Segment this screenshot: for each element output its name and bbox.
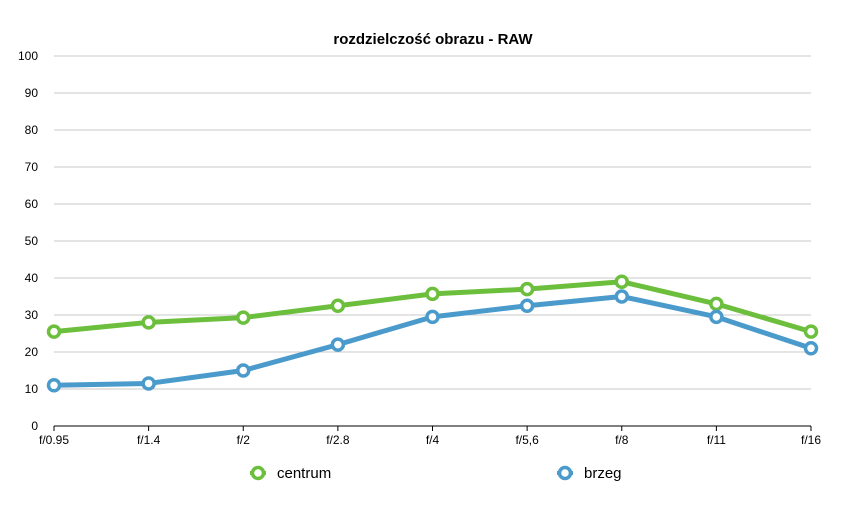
data-point-brzeg [614,289,629,304]
legend-item-centrum: centrum [250,465,331,482]
data-point-centrum [709,296,724,312]
y-tick-label: 0 [31,419,38,433]
data-point-centrum [519,281,535,297]
data-point-brzeg [141,376,156,391]
y-tick-label: 60 [25,197,39,211]
gridlines [54,55,811,390]
data-point-centrum [46,324,62,339]
x-tick-label: f/0.95 [39,433,69,447]
y-tick-label: 20 [25,345,39,359]
data-point-brzeg [236,363,251,378]
y-tick-label: 50 [25,234,39,248]
data-point-brzeg [709,309,724,325]
y-tick-label: 40 [25,271,39,285]
x-tick-label: f/16 [801,433,821,447]
x-tick-label: f/1.4 [137,433,161,447]
data-point-centrum [236,310,251,325]
x-axis-ticks: f/0.95 f/1.4 f/2 f/2.8 f/4 f/5,6 f/8 f/11 f/16 [39,426,821,447]
data-point-brzeg [425,309,440,325]
data-point-brzeg [519,298,535,313]
x-tick-label: f/2.8 [326,433,350,447]
data-point-centrum [425,286,440,302]
legend: centrum brzeg [250,465,622,482]
x-tick-label: f/8 [615,433,629,447]
data-point-brzeg [46,378,62,393]
data-point-centrum [141,315,156,330]
y-axis-ticks: 0 10 20 30 40 50 60 70 80 90 100 [18,49,38,433]
x-tick-label: f/5,6 [515,433,539,447]
data-point-brzeg [330,337,346,352]
chart-title: rozdzielczość obrazu - RAW [333,31,533,48]
legend-label: centrum [277,465,331,482]
y-tick-label: 100 [18,49,38,63]
legend-item-brzeg: brzeg [557,465,622,482]
x-tick-label: f/2 [237,433,251,447]
y-tick-label: 80 [25,123,39,137]
data-point-centrum [803,324,819,339]
x-tick-label: f/11 [707,433,726,447]
data-point-centrum [330,298,346,313]
series-centrum [46,274,819,339]
y-tick-label: 10 [25,382,39,396]
y-tick-label: 70 [25,160,39,174]
legend-swatch-marker [557,465,573,481]
y-tick-label: 90 [25,86,39,100]
series-brzeg [46,289,819,393]
legend-swatch-marker [250,465,266,481]
x-tick-label: f/4 [426,433,440,447]
y-tick-label: 30 [25,308,39,322]
data-point-brzeg [803,341,819,356]
legend-label: brzeg [584,465,622,482]
data-point-centrum [614,274,629,289]
series-layer [46,274,819,393]
